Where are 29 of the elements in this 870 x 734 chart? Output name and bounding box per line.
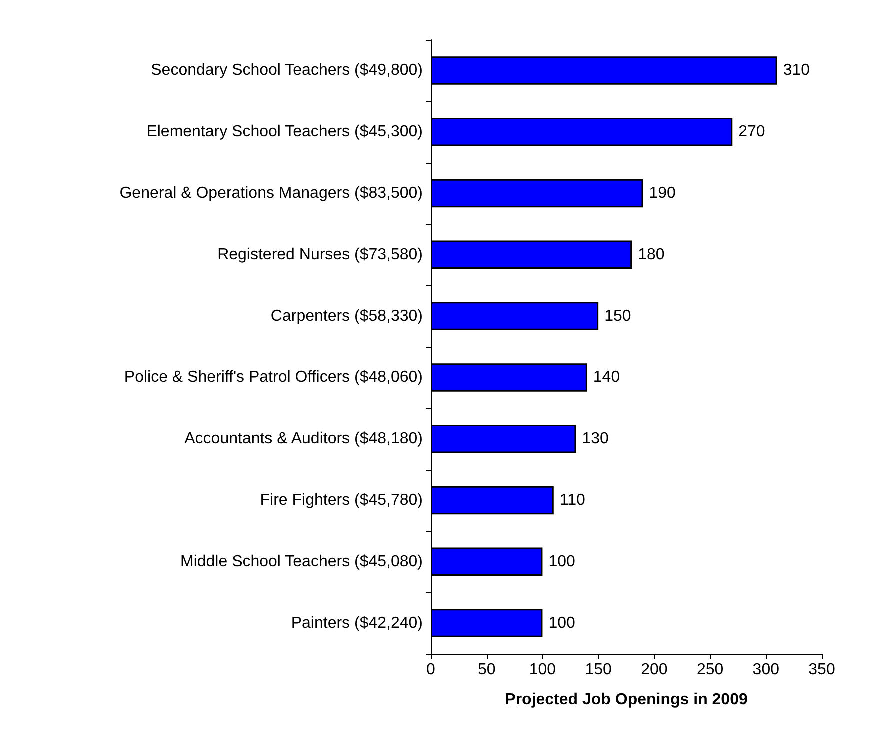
y-tick-label: Carpenters ($58,330) (270, 308, 423, 325)
data-label: 150 (604, 308, 632, 325)
data-label: 190 (649, 185, 676, 202)
x-tick-label: 200 (641, 662, 668, 678)
data-label: 180 (638, 246, 665, 264)
x-tick-label: 100 (529, 662, 556, 678)
y-tick-label: Registered Nurses ($73,580) (218, 246, 423, 264)
data-label: 110 (560, 492, 586, 509)
y-tick-label: Elementary School Teachers ($45,300) (146, 124, 423, 141)
x-tick-label: 300 (752, 662, 780, 678)
x-tick-label: 150 (585, 662, 612, 678)
x-tick-label: 50 (478, 662, 496, 678)
data-label: 310 (783, 62, 810, 80)
y-tick-label: Police & Sheriff's Patrol Officers ($48,060) (124, 369, 423, 386)
y-tick-label: Fire Fighters ($45,780) (260, 492, 423, 509)
data-label: 140 (593, 369, 620, 386)
data-label: 100 (548, 614, 576, 632)
x-tick-label: 350 (808, 662, 836, 678)
x-tick-label: 250 (696, 662, 724, 678)
x-axis-title: Projected Job Openings in 2009 (505, 692, 748, 708)
x-tick-label: 0 (426, 662, 436, 678)
y-tick-label: Painters ($42,240) (291, 614, 423, 632)
data-label: 270 (738, 124, 766, 141)
data-label: 130 (582, 430, 610, 448)
y-tick-label: Secondary School Teachers ($49,800) (151, 62, 423, 80)
y-tick-label: Accountants & Auditors ($48,180) (184, 430, 423, 448)
y-tick-label: General & Operations Managers ($83,500) (120, 185, 423, 202)
y-tick-label: Middle School Teachers ($45,080) (180, 553, 423, 570)
data-label: 100 (548, 553, 576, 570)
